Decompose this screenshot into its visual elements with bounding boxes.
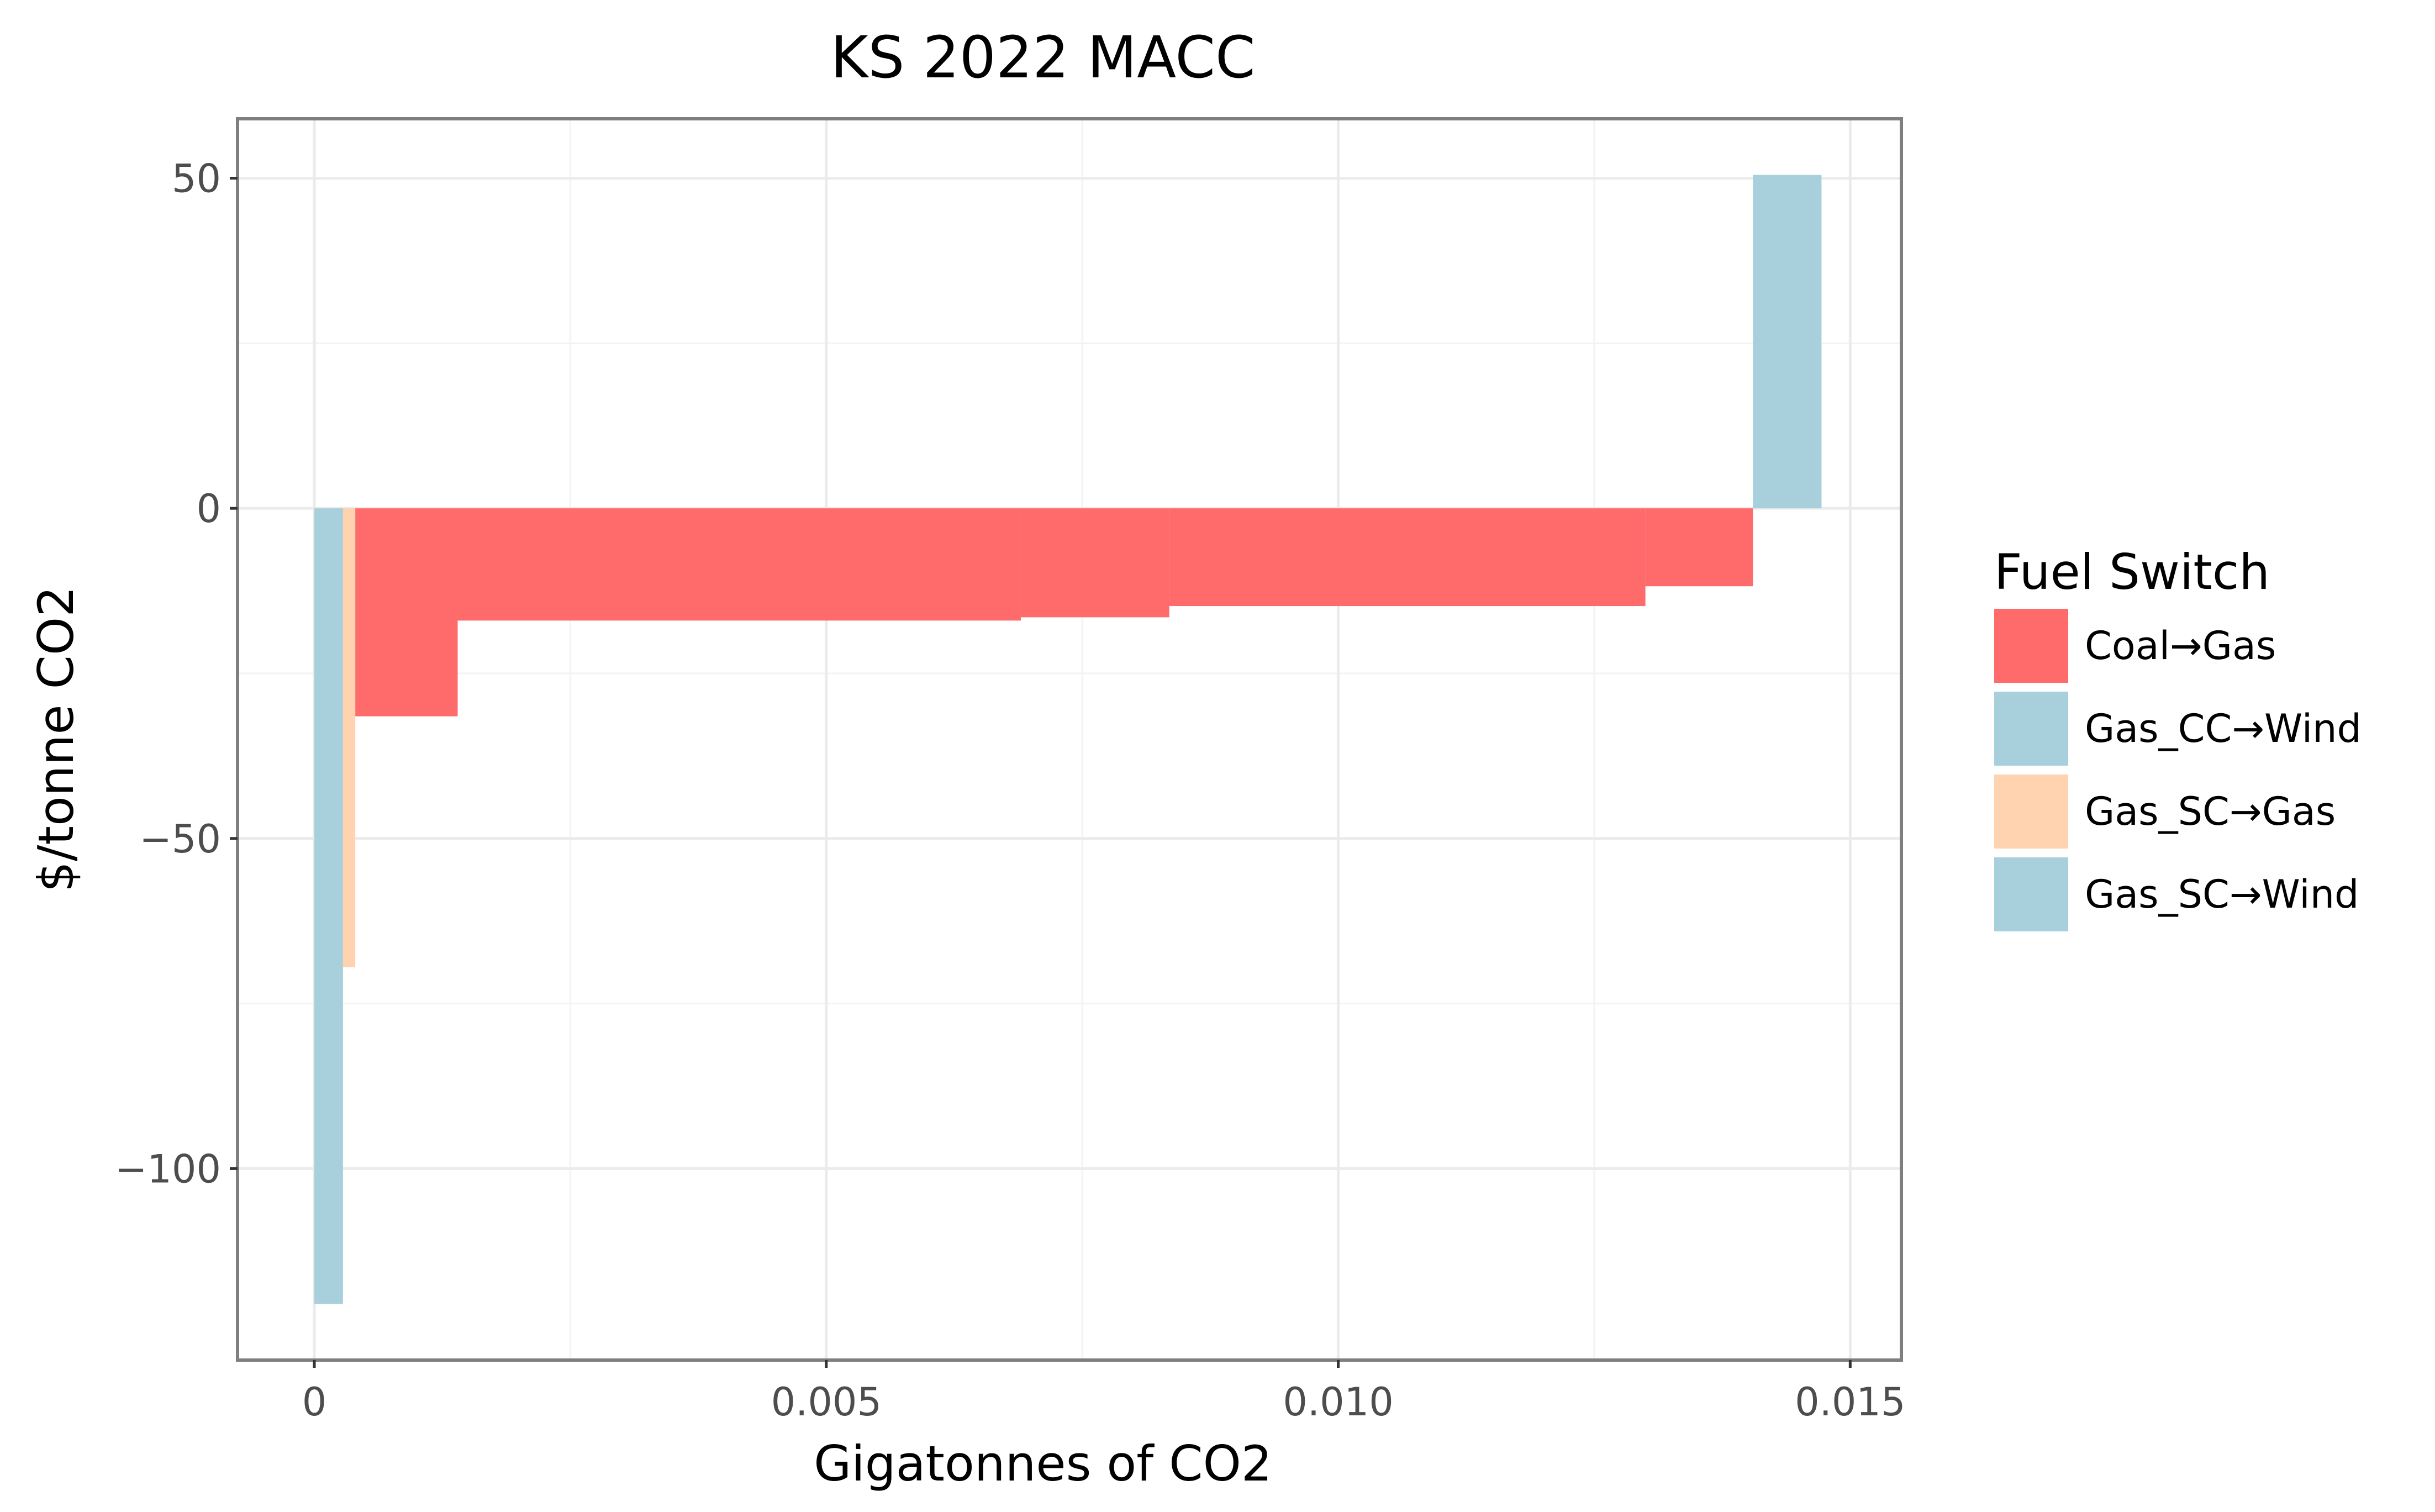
bar xyxy=(1645,508,1753,587)
x-axis-ticks: 0 0.005 0.010 0.015 xyxy=(302,1360,1906,1425)
x-tick-label: 0.015 xyxy=(1795,1379,1905,1425)
y-tick-label: 0 xyxy=(196,486,221,531)
y-axis-ticks: 50 0 −50 −100 xyxy=(115,156,238,1192)
legend: Fuel Switch Coal→Gas Gas_CC→Wind Gas_SC→Ga… xyxy=(1994,544,2362,931)
legend-key xyxy=(1994,692,2068,766)
legend-label: Gas_CC→Wind xyxy=(2085,706,2362,751)
legend-label: Gas_SC→Gas xyxy=(2085,789,2336,834)
bar xyxy=(355,508,458,717)
legend-label: Gas_SC→Wind xyxy=(2085,872,2359,917)
y-tick-label: −100 xyxy=(115,1146,221,1192)
y-tick-label: 50 xyxy=(172,156,221,202)
bar xyxy=(1020,508,1169,618)
legend-label: Coal→Gas xyxy=(2085,623,2276,668)
bar xyxy=(457,508,1021,621)
x-axis-title: Gigatonnes of CO2 xyxy=(814,1435,1272,1492)
bar xyxy=(342,508,356,967)
grid-minor xyxy=(238,119,1901,1360)
y-axis-title: $/tonne CO2 xyxy=(28,586,85,892)
x-tick-label: 0 xyxy=(302,1379,327,1425)
legend-title: Fuel Switch xyxy=(1994,544,2270,600)
panel-border xyxy=(236,117,1903,1362)
x-tick-label: 0.010 xyxy=(1283,1379,1393,1425)
legend-key xyxy=(1994,857,2068,931)
chart-title: KS 2022 MACC xyxy=(830,24,1255,91)
legend-key xyxy=(1994,775,2068,849)
bar xyxy=(1169,508,1646,607)
x-tick-label: 0.005 xyxy=(771,1379,882,1425)
y-tick-label: −50 xyxy=(139,816,221,862)
bars xyxy=(314,175,1822,1304)
bar xyxy=(314,508,343,1304)
bar xyxy=(1753,175,1822,509)
legend-key xyxy=(1994,609,2068,683)
